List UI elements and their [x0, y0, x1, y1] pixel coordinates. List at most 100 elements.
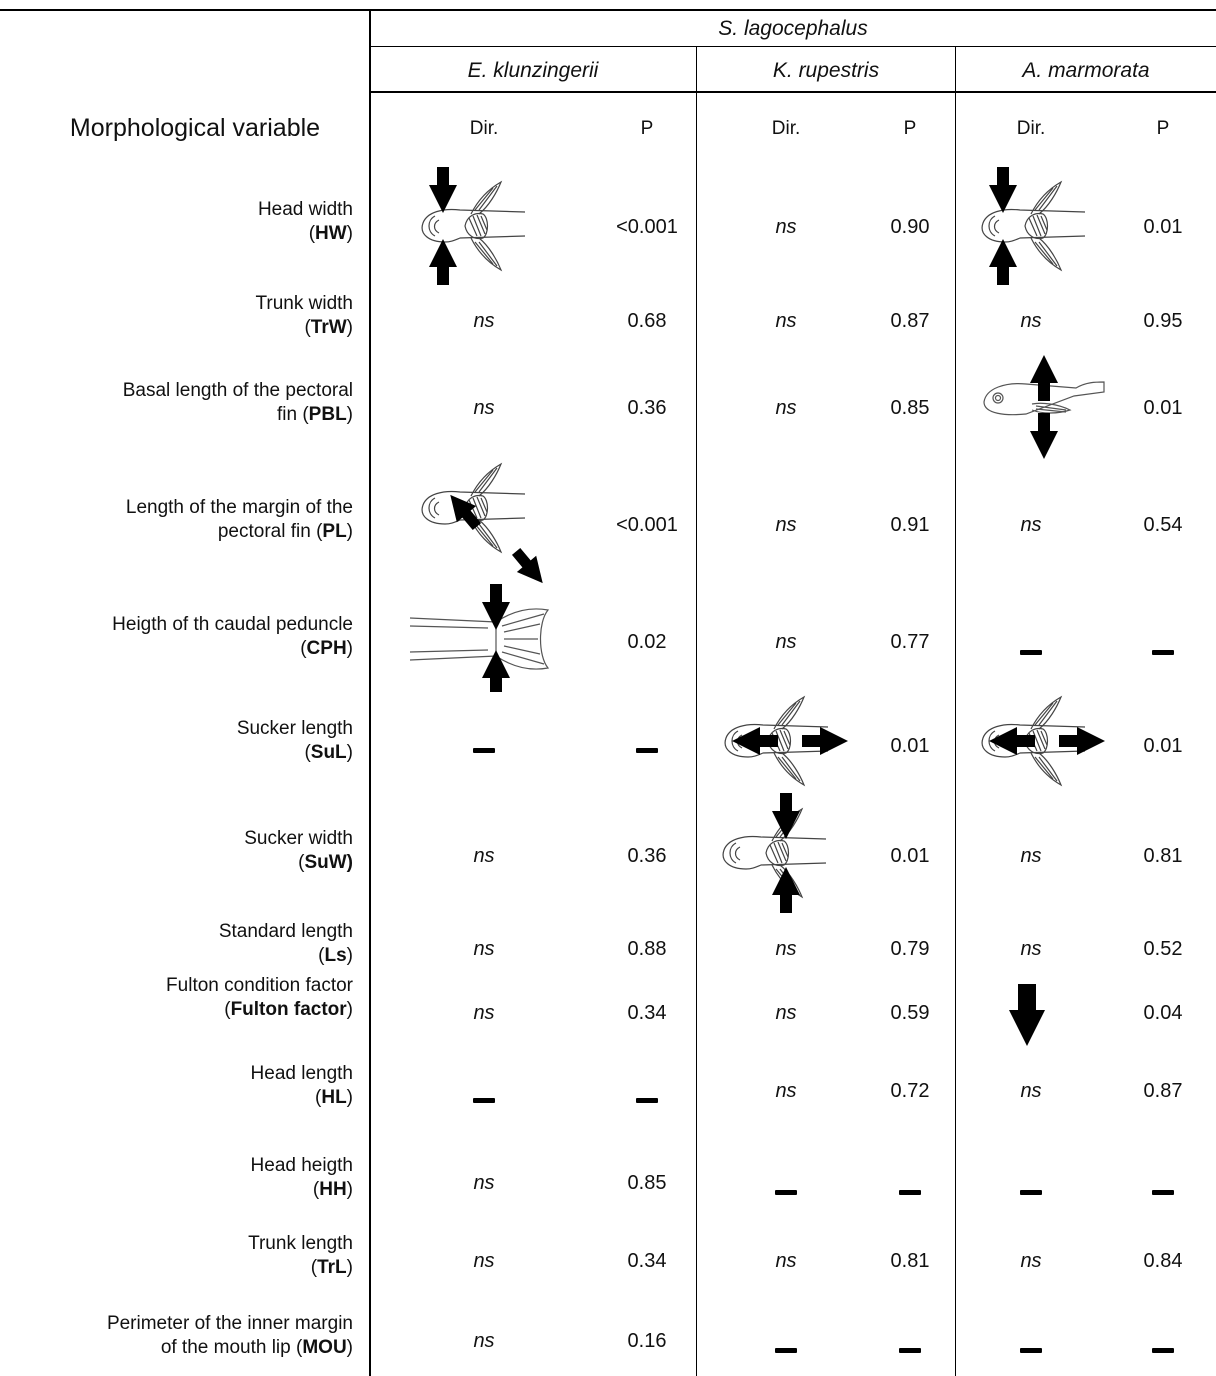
ns-marker: ns	[775, 1002, 797, 1024]
row-label-line2: fin (PBL)	[276, 404, 353, 425]
ns-marker: ns	[473, 845, 495, 867]
row-label-line2: pectoral fin (PL)	[217, 521, 353, 542]
ns-marker: ns	[1020, 310, 1042, 332]
p-value: 0.01	[890, 845, 930, 867]
p-value: 0.54	[1143, 514, 1183, 536]
row-label-hh: Head heigth (HH)	[10, 1154, 353, 1202]
ns-marker: ns	[473, 938, 495, 960]
sul-direction-figure-am	[981, 696, 1105, 786]
p-value: 0.02	[627, 631, 667, 653]
pl-direction-figure-ek	[421, 463, 553, 586]
p-value: 0.34	[627, 1250, 667, 1272]
ns-marker: ns	[775, 310, 797, 332]
species-divider-2	[955, 46, 956, 1376]
row-label-divider	[369, 9, 371, 1376]
p-value: 0.85	[890, 397, 930, 419]
dash-symbol	[1152, 1348, 1174, 1353]
species-divider-1	[696, 46, 697, 1376]
species-header-rule	[370, 46, 1216, 47]
row-label-line2: (HL)	[315, 1087, 353, 1108]
row-label-trw: Trunk width (TrW)	[10, 292, 354, 340]
p-header-am: P	[1156, 118, 1170, 139]
dash-symbol	[473, 1098, 495, 1103]
ns-marker: ns	[775, 938, 797, 960]
p-value: 0.85	[627, 1172, 667, 1194]
row-abbr: HH	[319, 1179, 347, 1200]
dash-symbol	[1152, 650, 1174, 655]
ns-marker: ns	[473, 1250, 495, 1272]
p-value: 0.95	[1143, 310, 1183, 332]
p-value: <0.001	[616, 514, 678, 536]
dash-symbol	[1020, 1348, 1042, 1353]
p-value: 0.81	[890, 1250, 930, 1272]
sul-direction-figure-kr	[724, 696, 848, 786]
p-value: 0.87	[890, 310, 930, 332]
p-value: 0.16	[627, 1330, 667, 1352]
dash-symbol	[1020, 650, 1042, 655]
dir-header-ek: Dir.	[469, 118, 499, 139]
ns-marker: ns	[775, 631, 797, 653]
ns-marker: ns	[473, 1330, 495, 1352]
row-label-pl: Length of the margin of the pectoral fin…	[10, 496, 353, 544]
head-width-direction-figure-am	[981, 167, 1086, 285]
row-abbr: TrL	[317, 1257, 347, 1278]
p-value: 0.52	[1143, 938, 1183, 960]
row-label-line1: Perimeter of the inner margin	[106, 1313, 353, 1334]
dash-symbol	[899, 1348, 921, 1353]
row-label-sul: Sucker length (SuL)	[10, 717, 353, 765]
row-label-line2: (Ls)	[318, 945, 353, 966]
ns-marker: ns	[1020, 1080, 1042, 1102]
p-value: 0.34	[627, 1002, 667, 1024]
row-label-line2: of the mouth lip (MOU)	[160, 1337, 353, 1358]
row-label-line2: (CPH)	[300, 638, 353, 659]
row-abbr: PL	[322, 521, 347, 542]
row-label-pbl: Basal length of the pectoral fin (PBL)	[10, 379, 353, 427]
dash-symbol	[636, 748, 658, 753]
row-label-line1: Fulton condition factor	[166, 975, 353, 996]
row-abbr: HW	[315, 223, 347, 244]
ns-marker: ns	[1020, 1250, 1042, 1272]
row-label-line2: (HH)	[312, 1179, 353, 1200]
p-value: 0.81	[1143, 845, 1183, 867]
p-value: 0.68	[627, 310, 667, 332]
ns-marker: ns	[775, 1080, 797, 1102]
p-value: 0.72	[890, 1080, 930, 1102]
row-label-line2: (Fulton factor)	[224, 999, 353, 1020]
p-value: 0.59	[890, 1002, 930, 1024]
row-label-ls: Standard length (Ls)	[10, 920, 353, 968]
dash-symbol	[636, 1098, 658, 1103]
row-abbr: SuL	[310, 742, 347, 763]
table-top-rule	[0, 9, 1216, 11]
p-value: 0.36	[627, 845, 667, 867]
row-label-mou: Perimeter of the inner margin of the mou…	[10, 1312, 353, 1360]
p-value: 0.88	[627, 938, 667, 960]
ns-marker: ns	[1020, 938, 1042, 960]
suw-direction-figure-kr	[722, 793, 827, 913]
p-value: 0.36	[627, 397, 667, 419]
row-label-line1: Standard length	[218, 921, 353, 942]
p-value: 0.01	[1143, 735, 1183, 757]
row-label-suw: Sucker width (SuW)	[10, 827, 353, 875]
p-value: 0.79	[890, 938, 930, 960]
row-label-line1: Head width	[257, 199, 353, 220]
p-value: 0.01	[1143, 397, 1183, 419]
ns-marker: ns	[775, 397, 797, 419]
row-label-cph: Heigth of th caudal peduncle (CPH)	[10, 613, 353, 661]
dir-header-am: Dir.	[1016, 118, 1046, 139]
morphological-variable-header: Morphological variable	[69, 114, 321, 142]
row-label-line2: (SuL)	[304, 742, 353, 763]
ns-marker: ns	[473, 1172, 495, 1194]
row-label-hl: Head length (HL)	[10, 1062, 353, 1110]
p-value: 0.90	[890, 216, 930, 238]
p-value: <0.001	[616, 216, 678, 238]
p-header-ek: P	[640, 118, 654, 139]
p-header-kr: P	[903, 118, 917, 139]
dash-symbol	[1020, 1190, 1042, 1195]
row-label-line1: Trunk length	[248, 1233, 353, 1254]
p-value: 0.01	[1143, 216, 1183, 238]
row-abbr: Ls	[324, 945, 347, 966]
dash-symbol	[775, 1348, 797, 1353]
row-abbr: CPH	[306, 638, 347, 659]
head-width-direction-figure-ek	[421, 167, 526, 285]
species-header-ek: E. klunzingerii	[467, 59, 599, 82]
